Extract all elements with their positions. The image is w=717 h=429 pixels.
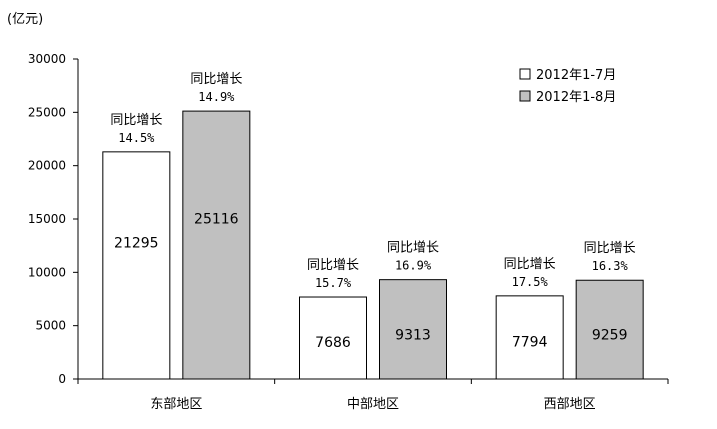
data-label: 21295 xyxy=(114,235,159,251)
y-tick-label: 5000 xyxy=(35,319,66,333)
growth-label: 同比增长 xyxy=(584,241,636,256)
x-tick-label: 东部地区 xyxy=(150,397,202,412)
growth-label: 同比增长 xyxy=(110,113,162,128)
y-tick-label: 0 xyxy=(58,372,66,386)
growth-label: 14.9% xyxy=(198,90,235,104)
y-tick-label: 10000 xyxy=(28,265,66,279)
data-label: 7794 xyxy=(512,335,548,351)
growth-label: 17.5% xyxy=(512,275,549,289)
bar xyxy=(495,295,564,380)
bar xyxy=(299,296,367,380)
data-label: 9313 xyxy=(395,327,431,343)
growth-label: 同比增长 xyxy=(504,257,556,272)
y-tick-label: 25000 xyxy=(28,105,66,119)
data-label: 7686 xyxy=(315,335,351,351)
growth-label: 16.3% xyxy=(592,259,629,273)
legend-label: 2012年1-8月 xyxy=(536,90,616,105)
y-tick-label: 20000 xyxy=(28,159,66,173)
data-label: 25116 xyxy=(194,212,239,228)
y-tick-label: 15000 xyxy=(28,212,66,226)
bar xyxy=(379,279,447,380)
x-tick-label: 西部地区 xyxy=(544,397,596,412)
bar xyxy=(102,151,171,380)
growth-label: 14.5% xyxy=(118,131,155,145)
data-label: 9259 xyxy=(592,328,628,344)
bar xyxy=(575,279,644,380)
unit-label: (亿元) xyxy=(7,12,44,27)
growth-label: 同比增长 xyxy=(307,258,359,273)
x-tick-label: 中部地区 xyxy=(347,397,399,412)
legend-label: 2012年1-7月 xyxy=(536,68,616,83)
y-tick-label: 30000 xyxy=(28,52,66,66)
bar xyxy=(182,110,251,380)
legend-swatch xyxy=(519,68,531,80)
growth-label: 同比增长 xyxy=(190,72,242,87)
growth-label: 同比增长 xyxy=(387,241,439,256)
legend-swatch xyxy=(519,90,531,102)
growth-label: 15.7% xyxy=(315,276,352,290)
growth-label: 16.9% xyxy=(395,259,432,273)
